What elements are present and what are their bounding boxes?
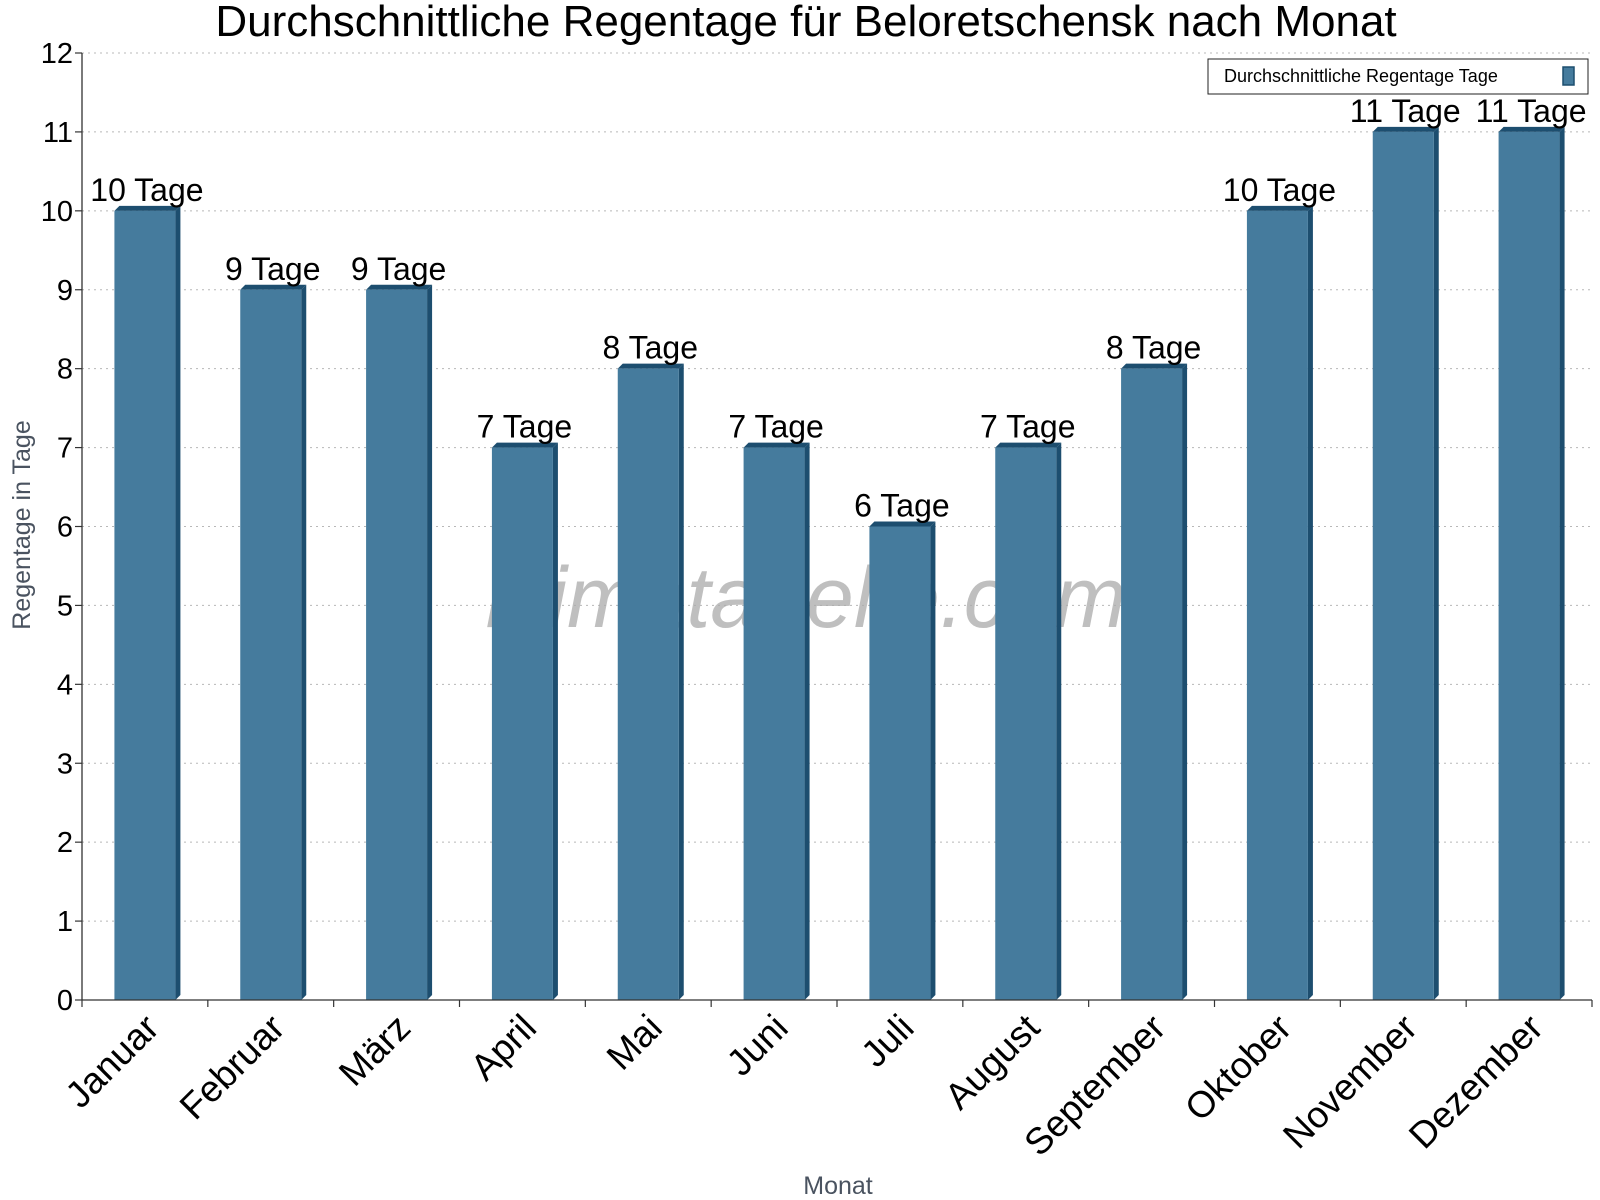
bars <box>114 126 1565 1001</box>
bar-top <box>491 442 558 448</box>
x-tick-label: Februar <box>172 1007 293 1128</box>
bar <box>114 205 181 1001</box>
bar <box>1498 126 1565 1000</box>
grid-lines <box>82 52 1592 922</box>
bar-side <box>1056 442 1062 1000</box>
y-tick-label: 3 <box>57 748 73 780</box>
x-tick-label: August <box>937 1006 1048 1117</box>
y-tick-label: 5 <box>57 590 73 622</box>
data-label: 10 Tage <box>1223 172 1336 208</box>
chart-title: Durchschnittliche Regentage für Belorets… <box>215 0 1396 46</box>
bar-front <box>995 447 1057 1000</box>
x-tick-label: Januar <box>58 1007 167 1116</box>
bar-side <box>1182 363 1188 1001</box>
bar-front <box>617 368 679 1001</box>
bar <box>240 284 307 1000</box>
bar-top <box>1246 205 1313 211</box>
legend-swatch <box>1562 66 1575 86</box>
bar-front <box>1246 210 1308 1001</box>
bar-top <box>366 284 433 290</box>
y-tick-label: 7 <box>57 433 73 465</box>
bar-top <box>114 205 181 211</box>
bar-side <box>804 442 810 1000</box>
bar-top <box>617 363 684 369</box>
bar-front <box>240 289 302 1000</box>
bar-top <box>1372 126 1439 132</box>
bar-front <box>869 526 931 1000</box>
data-label: 9 Tage <box>351 251 447 287</box>
data-label: 10 Tage <box>90 172 203 208</box>
data-label: 8 Tage <box>1106 330 1202 366</box>
bar-side <box>930 521 936 1000</box>
bar-top <box>743 442 810 448</box>
x-tick-label: November <box>1275 1007 1425 1157</box>
bar-front <box>366 289 428 1000</box>
x-tick-label: Oktober <box>1177 1007 1299 1129</box>
bar <box>869 521 936 1000</box>
data-label: 11 Tage <box>1476 93 1587 129</box>
bar-side <box>552 442 558 1000</box>
legend: Durchschnittliche Regentage Tage <box>1207 58 1589 95</box>
x-tick-label: Mai <box>599 1007 670 1078</box>
bar <box>366 284 433 1000</box>
bar <box>617 363 684 1001</box>
y-tick-label: 0 <box>57 985 73 1017</box>
bar <box>1372 126 1439 1000</box>
data-label: 8 Tage <box>603 330 699 366</box>
bar-front <box>743 447 805 1000</box>
bar-front <box>1121 368 1183 1001</box>
bar-side <box>1433 126 1439 1000</box>
y-tick-label: 4 <box>57 669 73 701</box>
y-tick-label: 6 <box>57 512 73 544</box>
bar <box>1121 363 1188 1001</box>
bar-top <box>869 521 936 527</box>
bar-front <box>1372 131 1434 1000</box>
bar <box>743 442 810 1000</box>
bar-top <box>1498 126 1565 132</box>
bar-side <box>1307 205 1313 1001</box>
bar-side <box>1559 126 1565 1000</box>
bar-front <box>491 447 553 1000</box>
bar-side <box>678 363 684 1001</box>
bar-side <box>301 284 307 1000</box>
bar <box>995 442 1062 1000</box>
y-tick-label: 1 <box>57 906 73 938</box>
y-tick-label: 12 <box>41 38 73 70</box>
data-label: 7 Tage <box>980 409 1076 445</box>
y-tick-label: 10 <box>41 196 73 228</box>
data-label: 7 Tage <box>477 409 573 445</box>
bar-side <box>427 284 433 1000</box>
bar-top <box>1121 363 1188 369</box>
data-labels: 10 Tage 9 Tage 9 Tage 7 Tage 8 Tage 7 Tage 6 T… <box>90 93 1586 524</box>
x-axis-title: Monat <box>803 1172 873 1200</box>
data-label: 9 Tage <box>225 251 321 287</box>
bar-top <box>995 442 1062 448</box>
x-tick-label: März <box>331 1007 418 1094</box>
bar-top <box>240 284 307 290</box>
y-tick-label: 11 <box>43 117 73 149</box>
data-label: 6 Tage <box>854 488 950 524</box>
data-label: 11 Tage <box>1350 93 1461 129</box>
x-tick-label: April <box>463 1007 544 1088</box>
y-axis-title: Regentage in Tage <box>8 420 36 629</box>
x-tick-label: Dezember <box>1401 1007 1551 1157</box>
x-tick-label: Juni <box>719 1007 796 1084</box>
legend-box <box>1207 58 1589 95</box>
bar-front <box>1498 131 1560 1000</box>
bar <box>491 442 558 1000</box>
y-tick-label: 9 <box>57 275 73 307</box>
bar-side <box>175 205 181 1001</box>
data-label: 7 Tage <box>728 409 824 445</box>
legend-label: Durchschnittliche Regentage Tage <box>1224 66 1498 86</box>
y-tick-label: 8 <box>57 354 73 386</box>
y-tick-label: 2 <box>57 827 73 859</box>
x-tick-label: Juli <box>853 1007 921 1075</box>
bar <box>1246 205 1313 1001</box>
bar-front <box>114 210 176 1001</box>
